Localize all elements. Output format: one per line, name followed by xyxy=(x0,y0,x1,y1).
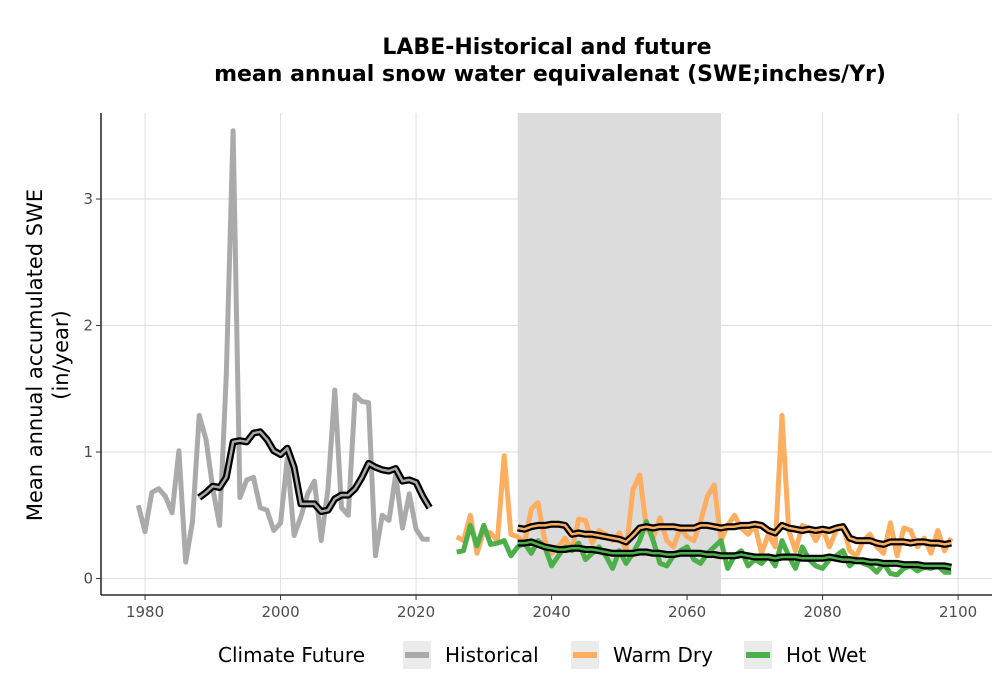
y-tick-label: 0 xyxy=(83,570,93,588)
x-tick-label: 2060 xyxy=(668,603,706,621)
x-tick-label: 2000 xyxy=(261,603,299,621)
legend: Climate Future Historical Warm Dry Hot Wet xyxy=(218,641,866,669)
legend-title: Climate Future xyxy=(218,643,365,667)
y-axis-title: Mean annual accumulated SWE xyxy=(23,189,47,521)
chart-subtitle: mean annual snow water equivalenat (SWE;… xyxy=(214,62,886,87)
legend-label-historical: Historical xyxy=(445,643,539,667)
y-tick-label: 1 xyxy=(83,443,93,461)
y-tick-label: 2 xyxy=(83,317,93,335)
axes xyxy=(100,113,992,596)
moving-average-historical-fill xyxy=(198,430,431,513)
x-tick-label: 2080 xyxy=(804,603,842,621)
moving-average-hot-wet-fill xyxy=(517,540,952,569)
shaded-period xyxy=(517,113,721,595)
legend-label-warm-dry: Warm Dry xyxy=(613,643,713,667)
legend-label-hot-wet: Hot Wet xyxy=(786,643,866,667)
x-tick-label: 2100 xyxy=(939,603,977,621)
tick-labels: 1980 2000 2020 2040 2060 2080 2100 0 1 2 3 xyxy=(83,190,977,621)
y-axis-subtitle: (in/year) xyxy=(49,310,73,399)
chart-title: LABE-Historical and future xyxy=(382,35,711,60)
x-tick-label: 2020 xyxy=(397,603,435,621)
x-tick-label: 1980 xyxy=(126,603,164,621)
series-line-warm-dry xyxy=(455,412,954,559)
x-tick-label: 2040 xyxy=(532,603,570,621)
series-lines xyxy=(135,128,954,578)
series-line-historical xyxy=(135,128,430,565)
moving-average-warm-dry-fill xyxy=(517,522,952,546)
shaded-region xyxy=(517,113,721,595)
y-tick-label: 3 xyxy=(83,190,93,208)
